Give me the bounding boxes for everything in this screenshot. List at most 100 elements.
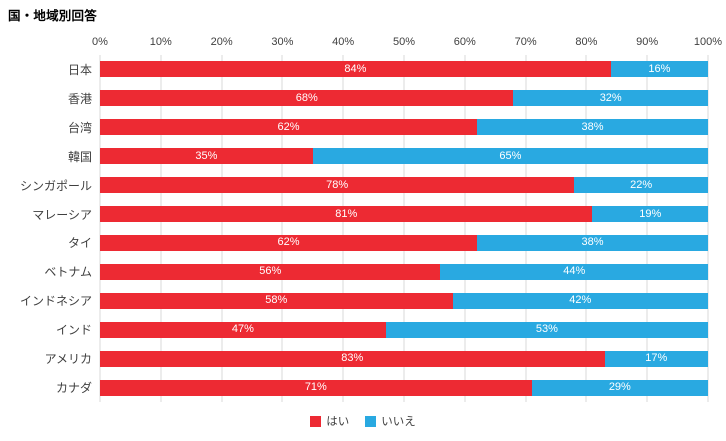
category-label: 台湾	[67, 120, 92, 135]
value-label: 84%	[344, 62, 367, 75]
value-label: 65%	[499, 149, 522, 162]
value-label: 53%	[535, 323, 558, 336]
gridline	[585, 55, 587, 402]
bar-segment-yes: 35%	[100, 148, 313, 165]
legend-label: はい	[326, 416, 350, 428]
gridline	[646, 55, 648, 402]
bar-row: 81% 19%	[100, 200, 708, 229]
stacked-bar: 47% 53%	[100, 321, 708, 338]
stacked-bar: 68% 32%	[100, 90, 708, 107]
category-label: シンガポール	[19, 178, 92, 193]
bar-row: 58% 42%	[100, 286, 708, 315]
bar-row: 47% 53%	[100, 315, 708, 344]
category-axis: 日本 香港 台湾 韓国 シンガポール マレーシア タイ ベトナム インドネシア インド アメリカ カナ…	[0, 55, 92, 402]
axis-tick-label: 50%	[392, 36, 416, 48]
x-axis: 0% 10% 20% 30% 40% 50% 60% 70% 80% 90% 100%	[92, 36, 722, 52]
bar-segment-no: 38%	[476, 234, 708, 251]
bar-segment-yes: 58%	[100, 292, 453, 309]
bar-segment-yes: 81%	[100, 206, 593, 223]
gridline	[221, 55, 223, 402]
legend-swatch-yes-icon	[310, 415, 322, 427]
value-label: 47%	[231, 323, 254, 336]
legend: はい いいえ	[0, 411, 726, 431]
legend-item-no: いいえ	[365, 413, 416, 429]
category-label: 香港	[67, 91, 92, 106]
axis-tick-label: 90%	[636, 36, 659, 48]
value-label: 83%	[341, 352, 364, 365]
bar-row: 62% 38%	[100, 229, 708, 258]
bar-segment-no: 19%	[592, 206, 708, 223]
category-label: 日本	[67, 62, 92, 77]
legend-item-yes: はい	[310, 413, 349, 429]
value-label: 62%	[277, 120, 300, 133]
category-label: 韓国	[67, 149, 92, 164]
bar-row: 84% 16%	[100, 55, 708, 84]
stacked-bar: 84% 16%	[100, 61, 708, 78]
value-label: 81%	[335, 207, 358, 220]
value-label: 78%	[326, 178, 349, 191]
gridline	[342, 55, 344, 402]
stacked-bar: 62% 38%	[100, 234, 708, 251]
bar-row: 78% 22%	[100, 171, 708, 200]
gridline	[707, 55, 709, 402]
value-label: 38%	[581, 236, 604, 249]
stacked-bar: 62% 38%	[100, 119, 708, 136]
bar-segment-no: 17%	[604, 350, 708, 367]
gridline	[99, 55, 101, 402]
bar-segment-no: 16%	[610, 61, 708, 78]
bar-segment-no: 53%	[385, 321, 708, 338]
axis-tick-label: 60%	[453, 36, 476, 48]
stacked-bar: 58% 42%	[100, 292, 708, 309]
bar-segment-no: 38%	[476, 119, 708, 136]
value-label: 71%	[304, 381, 327, 394]
gridline	[281, 55, 283, 402]
category-label: タイ	[67, 236, 92, 251]
bar-segment-yes: 62%	[100, 119, 477, 136]
stacked-bar: 56% 44%	[100, 263, 708, 280]
value-label: 56%	[259, 265, 282, 278]
bar-segment-yes: 47%	[100, 321, 386, 338]
value-label: 22%	[630, 178, 653, 191]
axis-tick-label: 40%	[332, 36, 355, 48]
gridline	[160, 55, 162, 402]
axis-tick-label: 10%	[149, 36, 172, 48]
value-label: 38%	[581, 120, 604, 133]
axis-tick-label: 30%	[271, 36, 294, 48]
value-label: 35%	[195, 149, 218, 162]
bar-segment-no: 42%	[452, 292, 708, 309]
value-label: 42%	[569, 294, 592, 307]
bar-segment-yes: 62%	[100, 234, 477, 251]
category-label: マレーシア	[32, 207, 92, 222]
bar-segment-yes: 68%	[100, 90, 514, 107]
stacked-bar: 81% 19%	[100, 206, 708, 223]
stacked-bar: 71% 29%	[100, 379, 708, 396]
bar-row: 83% 17%	[100, 344, 708, 373]
gridline	[403, 55, 405, 402]
bar-segment-no: 29%	[531, 379, 708, 396]
gridlines	[99, 55, 709, 402]
bar-row: 35% 65%	[100, 142, 708, 171]
bar-segment-yes: 71%	[100, 379, 532, 396]
axis-tick-label: 70%	[514, 36, 537, 48]
value-label: 58%	[265, 294, 288, 307]
axis-tick-label: 100%	[693, 36, 723, 48]
bar-rows: 84% 16% 68% 32% 62% 38% 35% 65% 78% 22% 81% 19% 62% 3…	[100, 55, 708, 402]
stacked-bar: 83% 17%	[100, 350, 708, 367]
bar-row: 56% 44%	[100, 257, 708, 286]
value-label: 44%	[563, 265, 586, 278]
page-title: 国・地域別回答	[8, 9, 97, 23]
bar-row: 68% 32%	[100, 84, 708, 113]
category-label: インドネシア	[19, 294, 92, 309]
axis-tick-label: 80%	[575, 36, 598, 48]
gridline	[525, 55, 527, 402]
category-label: アメリカ	[44, 352, 92, 367]
bar-segment-yes: 83%	[100, 350, 605, 367]
bar-segment-yes: 78%	[100, 177, 575, 194]
value-label: 19%	[639, 207, 662, 220]
category-label: カナダ	[55, 381, 92, 396]
bar-segment-no: 22%	[574, 177, 708, 194]
bar-segment-yes: 84%	[100, 61, 611, 78]
legend-swatch-no-icon	[365, 415, 377, 427]
category-label: インド	[55, 323, 92, 338]
